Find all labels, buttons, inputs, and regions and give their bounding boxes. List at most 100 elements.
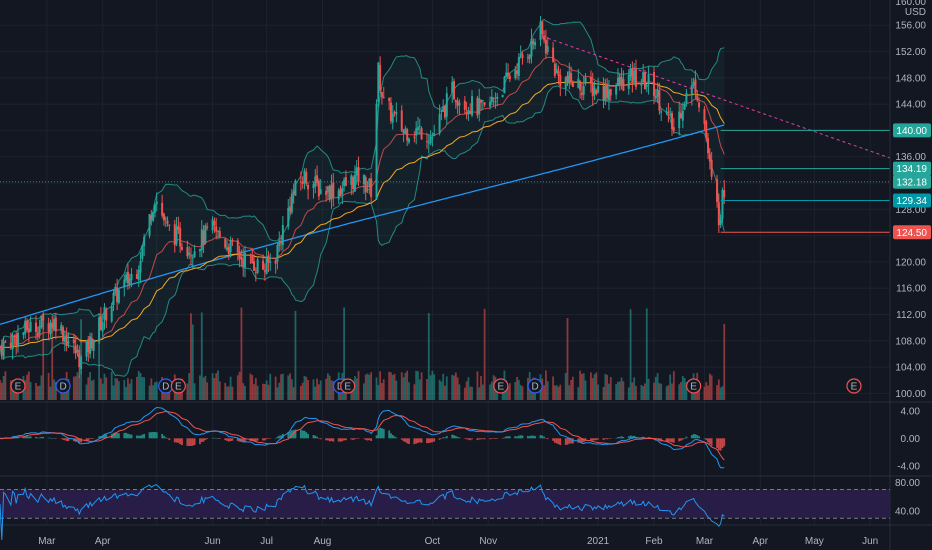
candle-body[interactable] xyxy=(557,71,560,76)
candle-body[interactable] xyxy=(721,190,724,219)
candle-body[interactable] xyxy=(337,190,340,200)
candle-body[interactable] xyxy=(328,185,331,200)
candle-body[interactable] xyxy=(389,102,392,122)
candle-body[interactable] xyxy=(355,167,358,176)
candle-body[interactable] xyxy=(478,98,481,115)
price-tag[interactable]: 132.18 xyxy=(893,174,931,189)
candle-body[interactable] xyxy=(566,75,569,82)
candle-body[interactable] xyxy=(526,57,529,59)
candle-body[interactable] xyxy=(444,105,446,118)
candle-body[interactable] xyxy=(544,39,547,54)
candle-body[interactable] xyxy=(438,113,441,133)
candle-body[interactable] xyxy=(175,226,178,244)
candle-body[interactable] xyxy=(402,130,405,134)
candle-body[interactable] xyxy=(723,190,726,198)
candle-body[interactable] xyxy=(546,46,549,53)
candle-body[interactable] xyxy=(103,307,106,320)
candle-body[interactable] xyxy=(705,121,708,139)
candle-body[interactable] xyxy=(667,111,670,113)
candle-body[interactable] xyxy=(719,218,722,226)
candle-body[interactable] xyxy=(620,76,623,85)
candle-body[interactable] xyxy=(15,334,18,346)
candle-body[interactable] xyxy=(251,254,254,263)
price-tag[interactable]: 124.50 xyxy=(893,225,931,240)
candle-body[interactable] xyxy=(54,317,57,332)
candle-body[interactable] xyxy=(117,289,120,303)
candle-body[interactable] xyxy=(85,340,88,357)
candle-body[interactable] xyxy=(669,113,672,116)
candle-body[interactable] xyxy=(224,238,227,248)
candle-body[interactable] xyxy=(407,138,410,143)
candle-body[interactable] xyxy=(53,318,56,330)
candle-body[interactable] xyxy=(180,246,183,250)
candle-body[interactable] xyxy=(508,75,511,80)
candle-body[interactable] xyxy=(240,257,243,260)
candle-body[interactable] xyxy=(0,347,1,349)
candle-body[interactable] xyxy=(262,260,265,270)
candle-body[interactable] xyxy=(289,206,292,212)
candle-body[interactable] xyxy=(312,184,315,189)
candle-body[interactable] xyxy=(597,85,600,93)
candle-body[interactable] xyxy=(375,103,378,200)
candle-body[interactable] xyxy=(633,70,636,81)
candle-body[interactable] xyxy=(256,259,259,273)
candle-body[interactable] xyxy=(316,175,319,183)
candle-body[interactable] xyxy=(198,249,201,252)
candle-body[interactable] xyxy=(467,110,470,115)
candle-body[interactable] xyxy=(352,176,355,190)
candle-body[interactable] xyxy=(379,64,382,91)
candle-body[interactable] xyxy=(74,345,77,354)
candle-body[interactable] xyxy=(643,72,646,89)
candle-body[interactable] xyxy=(683,103,686,110)
candle-body[interactable] xyxy=(404,128,407,134)
candle-body[interactable] xyxy=(391,113,394,123)
candle-body[interactable] xyxy=(89,336,92,354)
price-tag[interactable]: 134.19 xyxy=(893,161,931,176)
candle-body[interactable] xyxy=(42,314,45,321)
candle-body[interactable] xyxy=(332,182,335,198)
candle-body[interactable] xyxy=(416,127,419,130)
candle-body[interactable] xyxy=(218,231,221,238)
candle-body[interactable] xyxy=(231,240,234,242)
candle-body[interactable] xyxy=(188,252,191,255)
candle-body[interactable] xyxy=(193,251,196,257)
candle-body[interactable] xyxy=(128,278,131,286)
candle-body[interactable] xyxy=(707,138,710,154)
candle-body[interactable] xyxy=(162,213,165,221)
candle-body[interactable] xyxy=(570,73,573,83)
candle-body[interactable] xyxy=(483,102,486,105)
candle-body[interactable] xyxy=(589,76,592,84)
candle-body[interactable] xyxy=(168,224,171,226)
candle-body[interactable] xyxy=(343,179,346,187)
candle-body[interactable] xyxy=(591,82,594,97)
candle-body[interactable] xyxy=(105,308,108,321)
candle-body[interactable] xyxy=(116,287,119,303)
candle-body[interactable] xyxy=(9,342,12,348)
price-tag[interactable]: 129.34 xyxy=(893,193,931,208)
candle-body[interactable] xyxy=(319,189,322,195)
candle-body[interactable] xyxy=(476,97,479,116)
candle-body[interactable] xyxy=(40,316,43,328)
candle-body[interactable] xyxy=(377,62,380,103)
candle-body[interactable] xyxy=(692,81,695,86)
candle-body[interactable] xyxy=(152,212,155,221)
candle-body[interactable] xyxy=(507,72,510,76)
candle-body[interactable] xyxy=(126,271,129,284)
candle-body[interactable] xyxy=(716,179,719,203)
candle-body[interactable] xyxy=(161,202,164,216)
candle-body[interactable] xyxy=(47,323,50,332)
candle-body[interactable] xyxy=(90,337,93,349)
candle-body[interactable] xyxy=(341,187,344,195)
candle-body[interactable] xyxy=(189,255,192,257)
candle-body[interactable] xyxy=(388,97,391,102)
candle-body[interactable] xyxy=(680,113,683,119)
candle-body[interactable] xyxy=(137,269,140,281)
candle-body[interactable] xyxy=(27,328,30,333)
candle-body[interactable] xyxy=(553,63,556,76)
candle-body[interactable] xyxy=(281,224,284,246)
candle-body[interactable] xyxy=(380,91,383,98)
candle-body[interactable] xyxy=(634,68,637,87)
candle-body[interactable] xyxy=(517,56,520,76)
candle-body[interactable] xyxy=(65,334,68,346)
candle-body[interactable] xyxy=(584,77,587,84)
